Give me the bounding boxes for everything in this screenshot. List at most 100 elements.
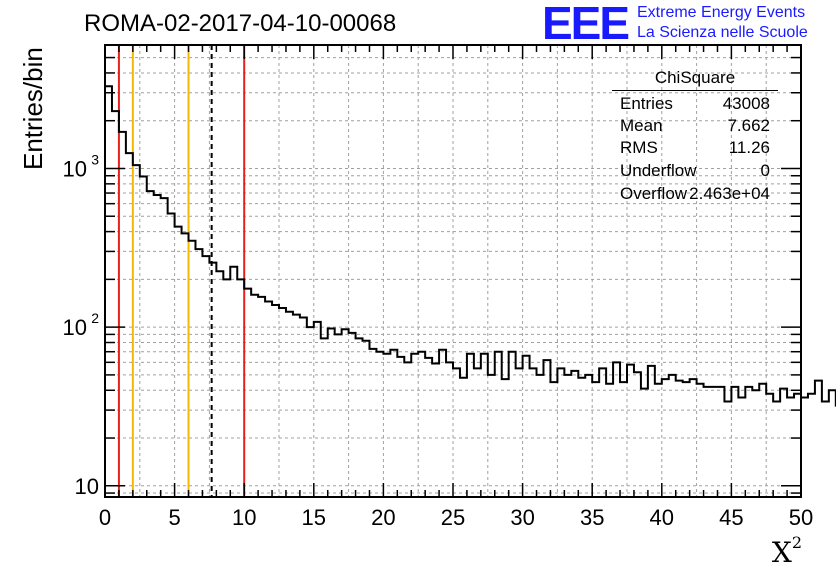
histogram-bin xyxy=(397,357,404,497)
histogram-bin xyxy=(537,375,544,497)
histogram-bin xyxy=(509,352,516,497)
histogram-bin xyxy=(731,387,738,497)
histogram-bin xyxy=(467,354,474,497)
histogram-bin xyxy=(293,315,300,497)
histogram-bin xyxy=(279,308,286,497)
histogram-bin xyxy=(418,352,425,497)
stats-key: Underflow xyxy=(620,161,697,180)
histogram-bin xyxy=(209,263,216,497)
histogram-bin xyxy=(335,334,342,497)
stats-divider xyxy=(612,90,778,91)
logo-line1: Extreme Energy Events xyxy=(637,4,806,21)
x-tick-label: 30 xyxy=(510,505,534,530)
histogram-bin xyxy=(759,384,766,497)
stats-value: 7.662 xyxy=(727,116,770,135)
histogram-bin xyxy=(460,378,467,497)
histogram-bin xyxy=(202,256,209,497)
histogram-bin xyxy=(787,398,794,497)
histogram-bin xyxy=(606,384,613,497)
histogram-bin xyxy=(161,198,168,497)
stats-row-underflow: Underflow 0 xyxy=(620,161,770,183)
eee-logo: EEE Extreme Energy Events La Scienza nel… xyxy=(540,0,836,50)
histogram-bin xyxy=(690,379,697,497)
histogram-bin xyxy=(376,352,383,497)
histogram-bin xyxy=(592,382,599,497)
histogram-bin xyxy=(634,372,641,497)
logo-mark: EEE xyxy=(542,0,630,49)
histogram-bin xyxy=(286,312,293,497)
histogram-bin xyxy=(738,398,745,497)
stats-title: ChiSquare xyxy=(654,68,736,87)
histogram-bin xyxy=(676,381,683,497)
stats-row-mean: Mean 7.662 xyxy=(620,116,770,138)
histogram-bin xyxy=(446,362,453,497)
histogram-bin xyxy=(265,302,272,497)
histogram-bin xyxy=(669,375,676,497)
histogram-bin xyxy=(404,362,411,497)
histogram-bin xyxy=(425,358,432,497)
stats-row-overflow: Overflow 2.463e+04 xyxy=(620,184,770,206)
histogram-bin xyxy=(126,153,133,497)
histogram-bin xyxy=(745,387,752,497)
x-axis-label: X2 xyxy=(772,532,802,569)
histogram-bin xyxy=(620,382,627,497)
x-tick-label: 35 xyxy=(580,505,604,530)
histogram-bin xyxy=(829,390,836,497)
y-tick-exponent: 2 xyxy=(91,310,99,326)
histogram-bin xyxy=(752,390,759,497)
histogram-bin xyxy=(216,271,223,497)
x-tick-label: 15 xyxy=(302,505,326,530)
x-tick-label: 10 xyxy=(232,505,256,530)
histogram-bin xyxy=(495,352,502,497)
histogram-bin xyxy=(314,322,321,497)
stats-box: ChiSquare Entries 43008 Mean 7.662 RMS 1… xyxy=(612,64,778,212)
histogram-bin xyxy=(223,279,230,497)
histogram-bin xyxy=(328,329,335,497)
histogram-bin xyxy=(808,394,815,497)
histogram-bin xyxy=(175,227,182,497)
histogram-bin xyxy=(543,360,550,497)
y-tick-label: 10 xyxy=(63,156,87,181)
stats-row-rms: RMS 11.26 xyxy=(620,138,770,160)
histogram-bin xyxy=(133,165,140,497)
histogram-bin xyxy=(815,381,822,497)
x-tick-label: 25 xyxy=(441,505,465,530)
histogram-bin xyxy=(411,354,418,497)
histogram-bin xyxy=(230,267,237,497)
histogram-bin xyxy=(704,387,711,497)
histogram-bin xyxy=(140,176,147,497)
histogram-bin xyxy=(766,394,773,497)
histogram-bin xyxy=(272,305,279,497)
histogram-bin xyxy=(147,191,154,497)
histogram-bin xyxy=(356,338,363,497)
histogram-bin xyxy=(189,241,196,497)
histogram-bin xyxy=(321,338,328,497)
histogram-bin xyxy=(717,387,724,497)
x-tick-label: 40 xyxy=(650,505,674,530)
histogram-bin xyxy=(244,289,251,497)
stats-key: RMS xyxy=(620,138,658,157)
stats-value: 0 xyxy=(760,161,770,180)
x-axis-label-exponent: 2 xyxy=(791,532,802,552)
histogram-bin xyxy=(439,350,446,497)
histogram-bin xyxy=(258,297,265,497)
histogram-bin xyxy=(369,349,376,497)
histogram-bin xyxy=(383,354,390,497)
chart-title: ROMA-02-2017-04-10-00068 xyxy=(84,10,397,37)
histogram-bin xyxy=(307,327,314,497)
histogram-bin xyxy=(390,350,397,497)
y-tick-exponent: 3 xyxy=(91,151,99,167)
histogram-bin xyxy=(523,356,530,497)
histogram-bin xyxy=(662,379,669,497)
histogram-bin xyxy=(613,362,620,497)
x-tick-label: 0 xyxy=(99,505,111,530)
histogram-bin xyxy=(648,366,655,497)
histogram-bin xyxy=(697,384,704,497)
histogram-bin xyxy=(481,354,488,497)
histogram-bin xyxy=(237,279,244,497)
histogram-bin xyxy=(119,132,126,497)
x-tick-label: 20 xyxy=(371,505,395,530)
y-tick-label: 10 xyxy=(75,474,99,499)
stats-key: Entries xyxy=(620,94,673,113)
histogram-bin xyxy=(655,384,662,497)
